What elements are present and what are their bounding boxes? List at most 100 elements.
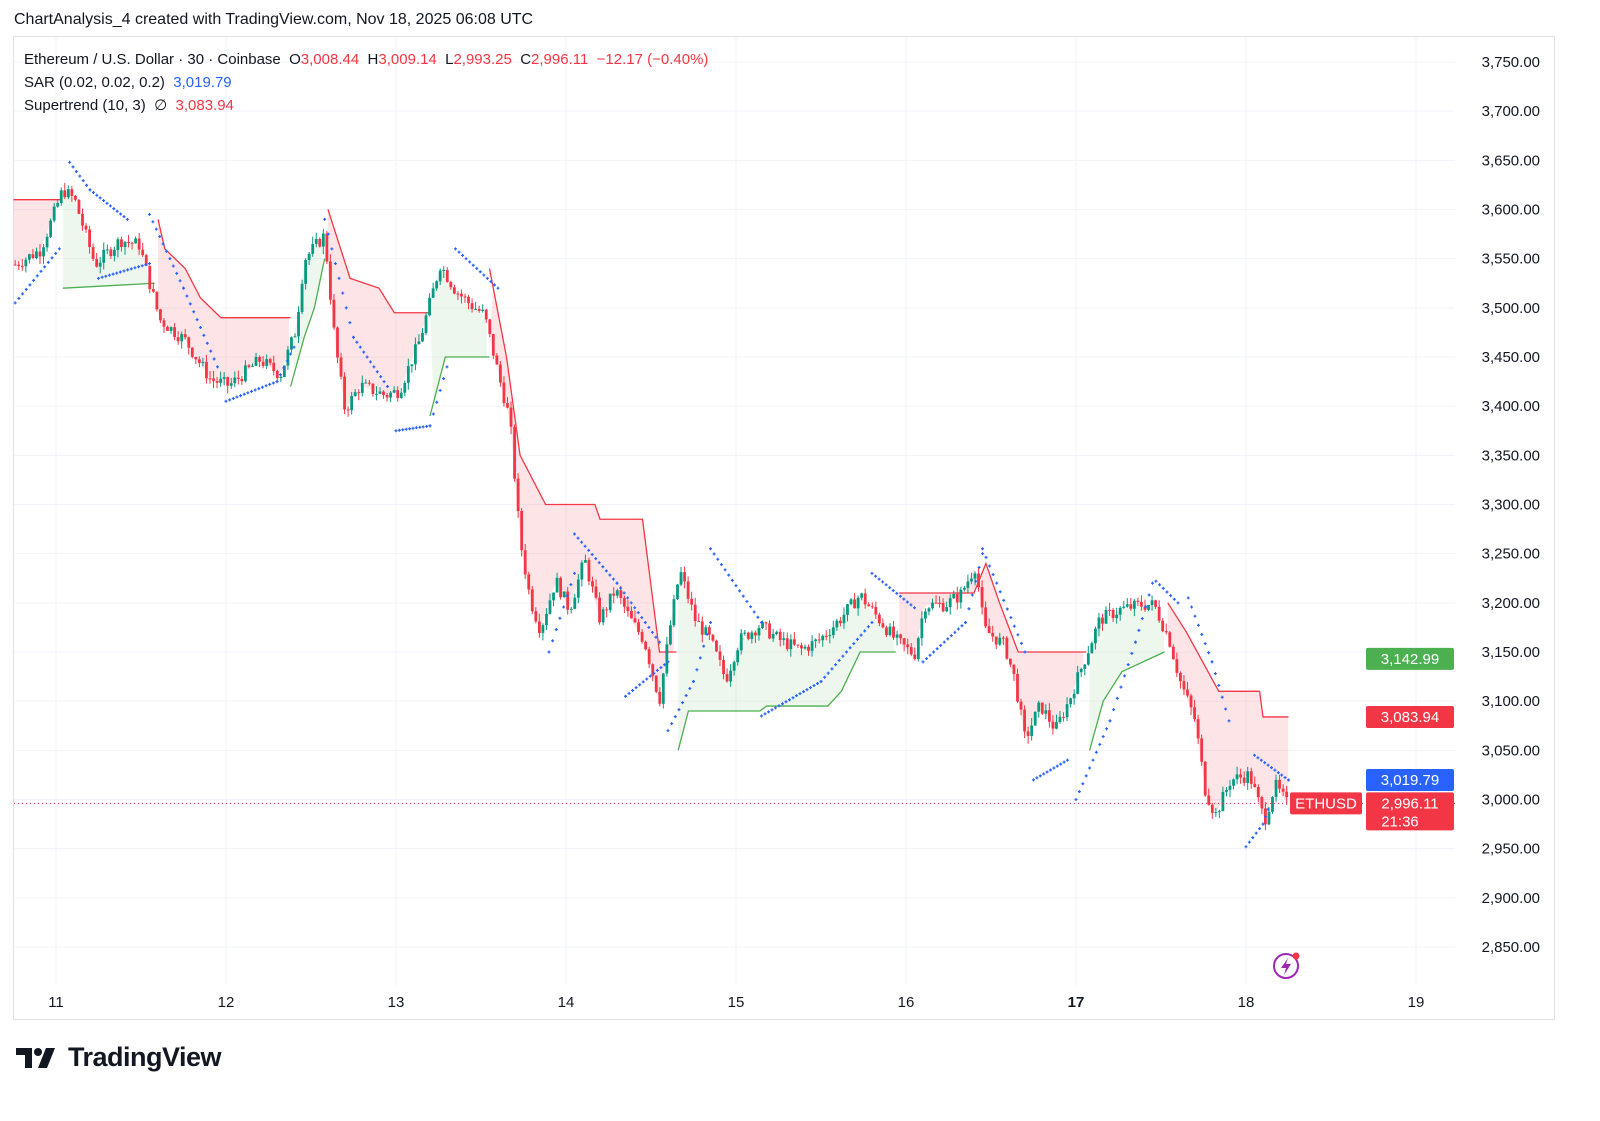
candle-body (467, 296, 470, 304)
candle-body (304, 260, 308, 284)
candle (13, 260, 17, 266)
candle-body (1051, 721, 1055, 729)
candle (1001, 635, 1005, 645)
candle (307, 251, 311, 266)
candle-body (42, 247, 45, 257)
candle (180, 331, 184, 349)
candle (537, 613, 541, 638)
sar-dot (688, 687, 692, 691)
sar-dot (379, 375, 383, 379)
tradingview-logo-icon (16, 1047, 55, 1068)
candle (240, 375, 244, 385)
candle (1069, 697, 1073, 708)
candle (534, 607, 538, 624)
sar-dot (884, 583, 888, 587)
candle (934, 595, 938, 604)
y-tick-label: 3,500.00 (1482, 300, 1540, 317)
sar-dot (365, 355, 369, 359)
sar-dot (397, 428, 401, 432)
sar-dot (250, 389, 253, 393)
sar-dot (597, 561, 601, 565)
sar-dot (369, 360, 372, 364)
sar-dot (442, 377, 446, 381)
candle-body (831, 627, 835, 636)
sar-name[interactable]: SAR (0.02, 0.02, 0.2) (24, 74, 165, 91)
price-label: 3,083.94 (1381, 709, 1439, 726)
sar-dot (125, 217, 129, 221)
candle-body (513, 426, 516, 479)
candle-body (1118, 607, 1122, 615)
sar-dot (216, 365, 219, 369)
candle (1168, 631, 1172, 648)
candle (229, 378, 233, 389)
y-tick-label: 3,350.00 (1482, 447, 1540, 464)
candle-body (52, 206, 56, 221)
candle (314, 232, 318, 248)
sar-dot (475, 266, 479, 270)
candle (1239, 768, 1243, 784)
sar-dot (1094, 750, 1098, 754)
candle (846, 603, 849, 622)
sar-dot (974, 579, 978, 583)
candle-body (523, 550, 527, 575)
candle (718, 645, 722, 667)
sar-dot (151, 220, 155, 224)
candle (863, 588, 867, 609)
sar-dot (1108, 719, 1112, 723)
hidden-icon[interactable]: ∅ (154, 97, 168, 114)
sar-dot (752, 610, 756, 614)
candle (183, 329, 187, 340)
sar-dot (71, 165, 75, 169)
candle (736, 647, 740, 666)
candle (1051, 715, 1055, 735)
sar-dot (352, 335, 355, 339)
sar-dot (1134, 640, 1137, 644)
candle (715, 639, 718, 653)
sar-dot (845, 650, 848, 654)
candle (95, 253, 99, 268)
sar-dot (812, 684, 816, 688)
candle-body (364, 382, 368, 384)
candle-body (81, 213, 84, 226)
sar-dot (1032, 778, 1035, 782)
sar-dot (760, 620, 763, 624)
sar-dot (129, 267, 133, 271)
sar-dot (418, 425, 422, 429)
candle (45, 233, 49, 252)
candle-body (654, 675, 658, 692)
sar-dot (981, 547, 984, 551)
sar-dot (382, 380, 386, 384)
y-tick-label: 3,100.00 (1482, 693, 1540, 710)
candle (1016, 668, 1019, 704)
candle (343, 372, 346, 414)
candle-body (761, 622, 764, 629)
candle (506, 397, 509, 409)
candle-body (1001, 637, 1005, 639)
candle-body (350, 396, 354, 411)
candle-body (1182, 681, 1186, 690)
candle-body (1164, 631, 1168, 633)
candle-body (116, 239, 120, 250)
candle-body (120, 239, 123, 247)
sar-dot (253, 388, 257, 392)
candle-body (279, 376, 283, 379)
lightning-icon[interactable] (1273, 952, 1300, 979)
candle-body (1271, 796, 1274, 812)
price-label: 3,142.99 (1381, 651, 1439, 668)
candle (1171, 644, 1175, 660)
candle (853, 593, 856, 609)
candle-body (1104, 609, 1108, 624)
supertrend-up-fill (430, 265, 487, 403)
candle-body (998, 637, 1002, 645)
candle-body (927, 608, 931, 612)
sar-dot (658, 640, 661, 644)
symbol-title[interactable]: Ethereum / U.S. Dollar · 30 · Coinbase (24, 51, 281, 68)
candle-body (913, 654, 917, 660)
candle (1157, 600, 1161, 623)
supertrend-name[interactable]: Supertrend (10, 3) (24, 97, 146, 114)
sar-dot (949, 634, 953, 638)
candle (1182, 675, 1186, 696)
sar-dot (140, 264, 144, 268)
candle-body (552, 592, 555, 601)
